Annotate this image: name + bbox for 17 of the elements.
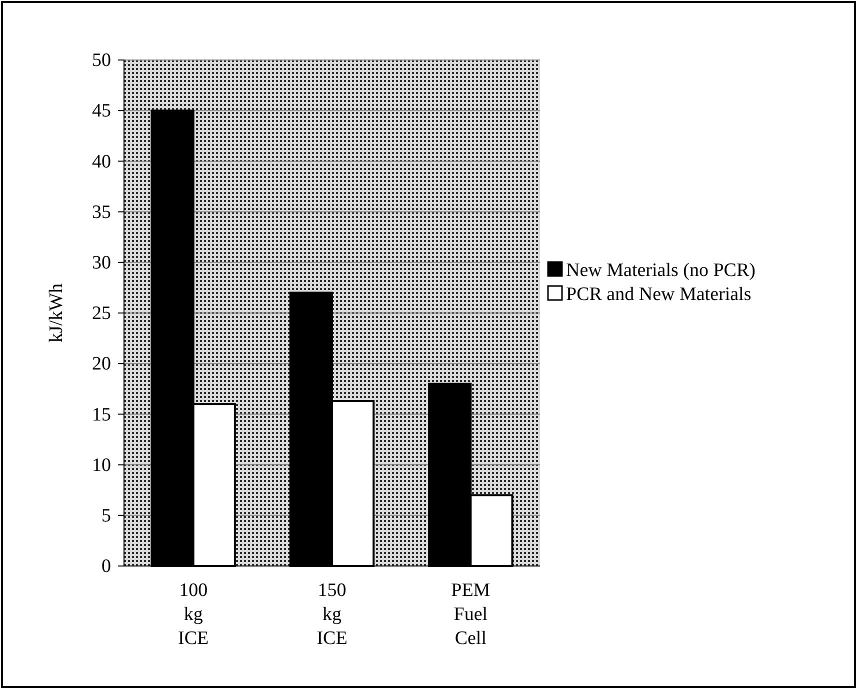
- x-tick-label: PEM Fuel Cell: [451, 580, 490, 649]
- y-tick-label: 50: [92, 50, 111, 72]
- y-tick-label: 40: [92, 151, 111, 172]
- y-tick-label: 35: [92, 202, 111, 223]
- x-tick-label: 100 kg ICE: [178, 580, 209, 649]
- y-tick-label: 25: [92, 303, 111, 324]
- x-tick-label: 150 kg ICE: [316, 580, 348, 649]
- legend-label: New Materials (no PCR): [566, 260, 756, 281]
- y-tick-label: 10: [92, 454, 111, 476]
- legend-label: PCR and New Materials: [566, 284, 752, 305]
- y-tick-label: 15: [92, 404, 111, 426]
- y-tick-label: 0: [102, 556, 111, 578]
- y-tick-label: 45: [92, 100, 111, 122]
- y-tick-label: 5: [102, 505, 111, 526]
- y-tick-label: 30: [92, 252, 111, 274]
- y-axis-title: kJ/kWh: [46, 282, 67, 343]
- y-tick-label: 20: [92, 354, 111, 375]
